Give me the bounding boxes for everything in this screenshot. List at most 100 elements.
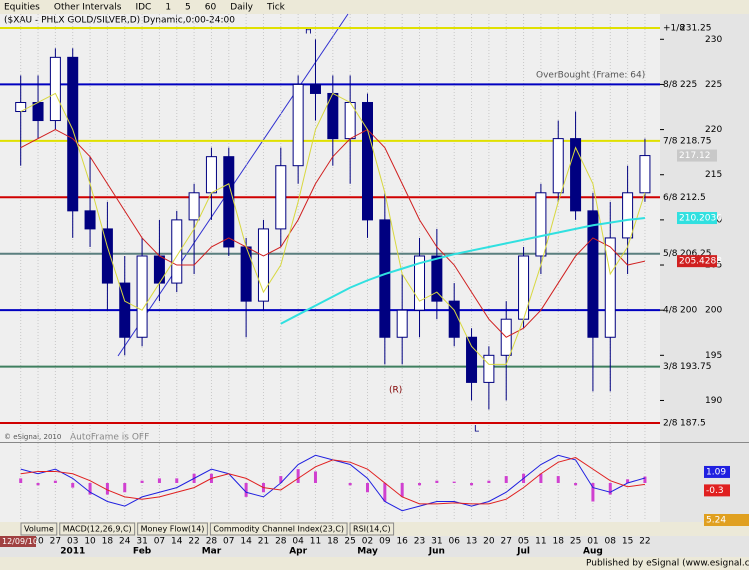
toolbar-button[interactable]: Other Intervals	[54, 3, 122, 13]
candle-body	[257, 228, 269, 302]
level-label: 8/8	[663, 80, 678, 90]
tab-bar	[0, 522, 749, 536]
candle-body	[171, 219, 183, 284]
candle-body	[67, 56, 79, 212]
level-value: 225	[680, 80, 697, 90]
x-tick-label: 15	[622, 537, 633, 547]
candle-body	[466, 336, 478, 383]
status-text: Published by eSignal (www.esignal.com)	[586, 559, 749, 569]
toolbar-button[interactable]: IDC	[135, 3, 151, 13]
x-tick-label: 22	[639, 537, 650, 547]
copyright: © eSignal, 2010	[4, 433, 61, 441]
price-tag-text: 210.2036	[679, 214, 722, 224]
value-tag-text: -0.3	[706, 486, 724, 496]
x-tick-label: 05	[518, 537, 529, 547]
candle-body	[153, 255, 165, 284]
level-label: 2/8	[663, 419, 678, 429]
candle-body	[136, 255, 148, 338]
x-tick-label: 10	[84, 537, 96, 547]
x-tick-label: 25	[344, 537, 355, 547]
level-value: 212.5	[680, 193, 706, 203]
x-tick-label: 31	[136, 537, 147, 547]
x-tick-label: 03	[67, 537, 78, 547]
x-tick-label: 13	[466, 537, 477, 547]
indicator-tab[interactable]: Commodity Channel Index(23,C)	[213, 525, 344, 534]
x-tick-label: 18	[102, 537, 114, 547]
price-tag	[677, 212, 717, 225]
candle-body	[622, 192, 634, 239]
chart-title: ($XAU - PHLX GOLD/SILVER,D) Dynamic,0:00…	[4, 16, 235, 26]
y-tick-label: 195	[705, 351, 722, 361]
level-value: 187.5	[680, 419, 706, 429]
low-marker: L	[474, 425, 479, 435]
moving-average	[20, 92, 646, 365]
indicator-tab[interactable]: Volume	[24, 525, 54, 534]
level-label: +1/8	[663, 23, 685, 33]
x-tick-label: 20	[483, 537, 495, 547]
x-tick-label: 06	[448, 537, 460, 547]
x-tick-label: 01	[587, 537, 598, 547]
period-label: Feb	[133, 547, 152, 557]
x-tick-label: 27	[500, 537, 511, 547]
x-tick-label: 21	[258, 537, 269, 547]
x-tick-label: 07	[154, 537, 165, 547]
tab-outline	[209, 522, 348, 536]
candle-body	[414, 255, 426, 311]
toolbar-button[interactable]: 60	[205, 3, 217, 13]
candle-body	[292, 83, 304, 167]
candle-body	[379, 219, 391, 338]
candle-body	[535, 192, 547, 257]
level-label: 3/8	[663, 362, 678, 372]
x-tick-label: 25	[570, 537, 581, 547]
candle-body	[101, 228, 113, 284]
x-tick-label: 20	[32, 537, 44, 547]
candle-body	[431, 255, 443, 302]
moving-average	[20, 128, 646, 338]
candle-body	[309, 83, 321, 94]
candle-body	[188, 192, 200, 221]
level-value: 231.25	[680, 23, 712, 33]
toolbar-button[interactable]: 1	[165, 3, 171, 13]
y-tick-label: 225	[705, 80, 722, 90]
candle-body	[84, 210, 96, 230]
price-tag-text: 205.4288	[679, 257, 722, 267]
toolbar-button[interactable]: Tick	[266, 3, 286, 13]
x-tick-label: 02	[362, 537, 373, 547]
price-axis	[660, 14, 749, 522]
x-tick-label: 07	[223, 537, 234, 547]
level-value: 200	[680, 306, 697, 316]
period-label: Jun	[428, 547, 445, 557]
x-tick-label: 28	[275, 537, 287, 547]
candle-body	[639, 155, 651, 194]
autoframe-note: AutoFrame is OFF	[70, 433, 149, 443]
y-tick-label: 215	[705, 170, 722, 180]
period-label: Jul	[516, 547, 530, 557]
period-label: Apr	[289, 547, 307, 557]
level-value: 193.75	[680, 362, 712, 372]
level-label: 5/8	[663, 249, 678, 259]
level-value: 218.75	[680, 136, 712, 146]
x-tick-label: 08	[605, 537, 617, 547]
toolbar-button[interactable]: Daily	[230, 3, 253, 13]
indicator-tab[interactable]: RSI(14,C)	[353, 525, 391, 534]
y-tick-label: 220	[705, 125, 722, 135]
toolbar-button[interactable]: Equities	[4, 3, 40, 13]
candle-body	[49, 56, 61, 122]
tab-outline	[20, 522, 58, 536]
x-tick-label: 16	[396, 537, 408, 547]
start-date: 12/09/10	[2, 537, 38, 546]
candle-body	[32, 101, 44, 122]
macd-line	[20, 457, 646, 505]
period-label: 2011	[60, 547, 85, 557]
level-label: 4/8	[663, 306, 678, 316]
price-tag	[677, 255, 717, 268]
candle-body	[587, 210, 599, 338]
candle-body	[483, 354, 495, 383]
indicator-tab[interactable]: Money Flow(14)	[141, 525, 205, 534]
x-tick-label: 18	[327, 537, 339, 547]
y-tick-label: 190	[705, 396, 722, 406]
toolbar-button[interactable]: 5	[185, 3, 191, 13]
candle-body	[205, 156, 217, 194]
indicator-tab[interactable]: MACD(12,26,9,C)	[63, 525, 132, 534]
